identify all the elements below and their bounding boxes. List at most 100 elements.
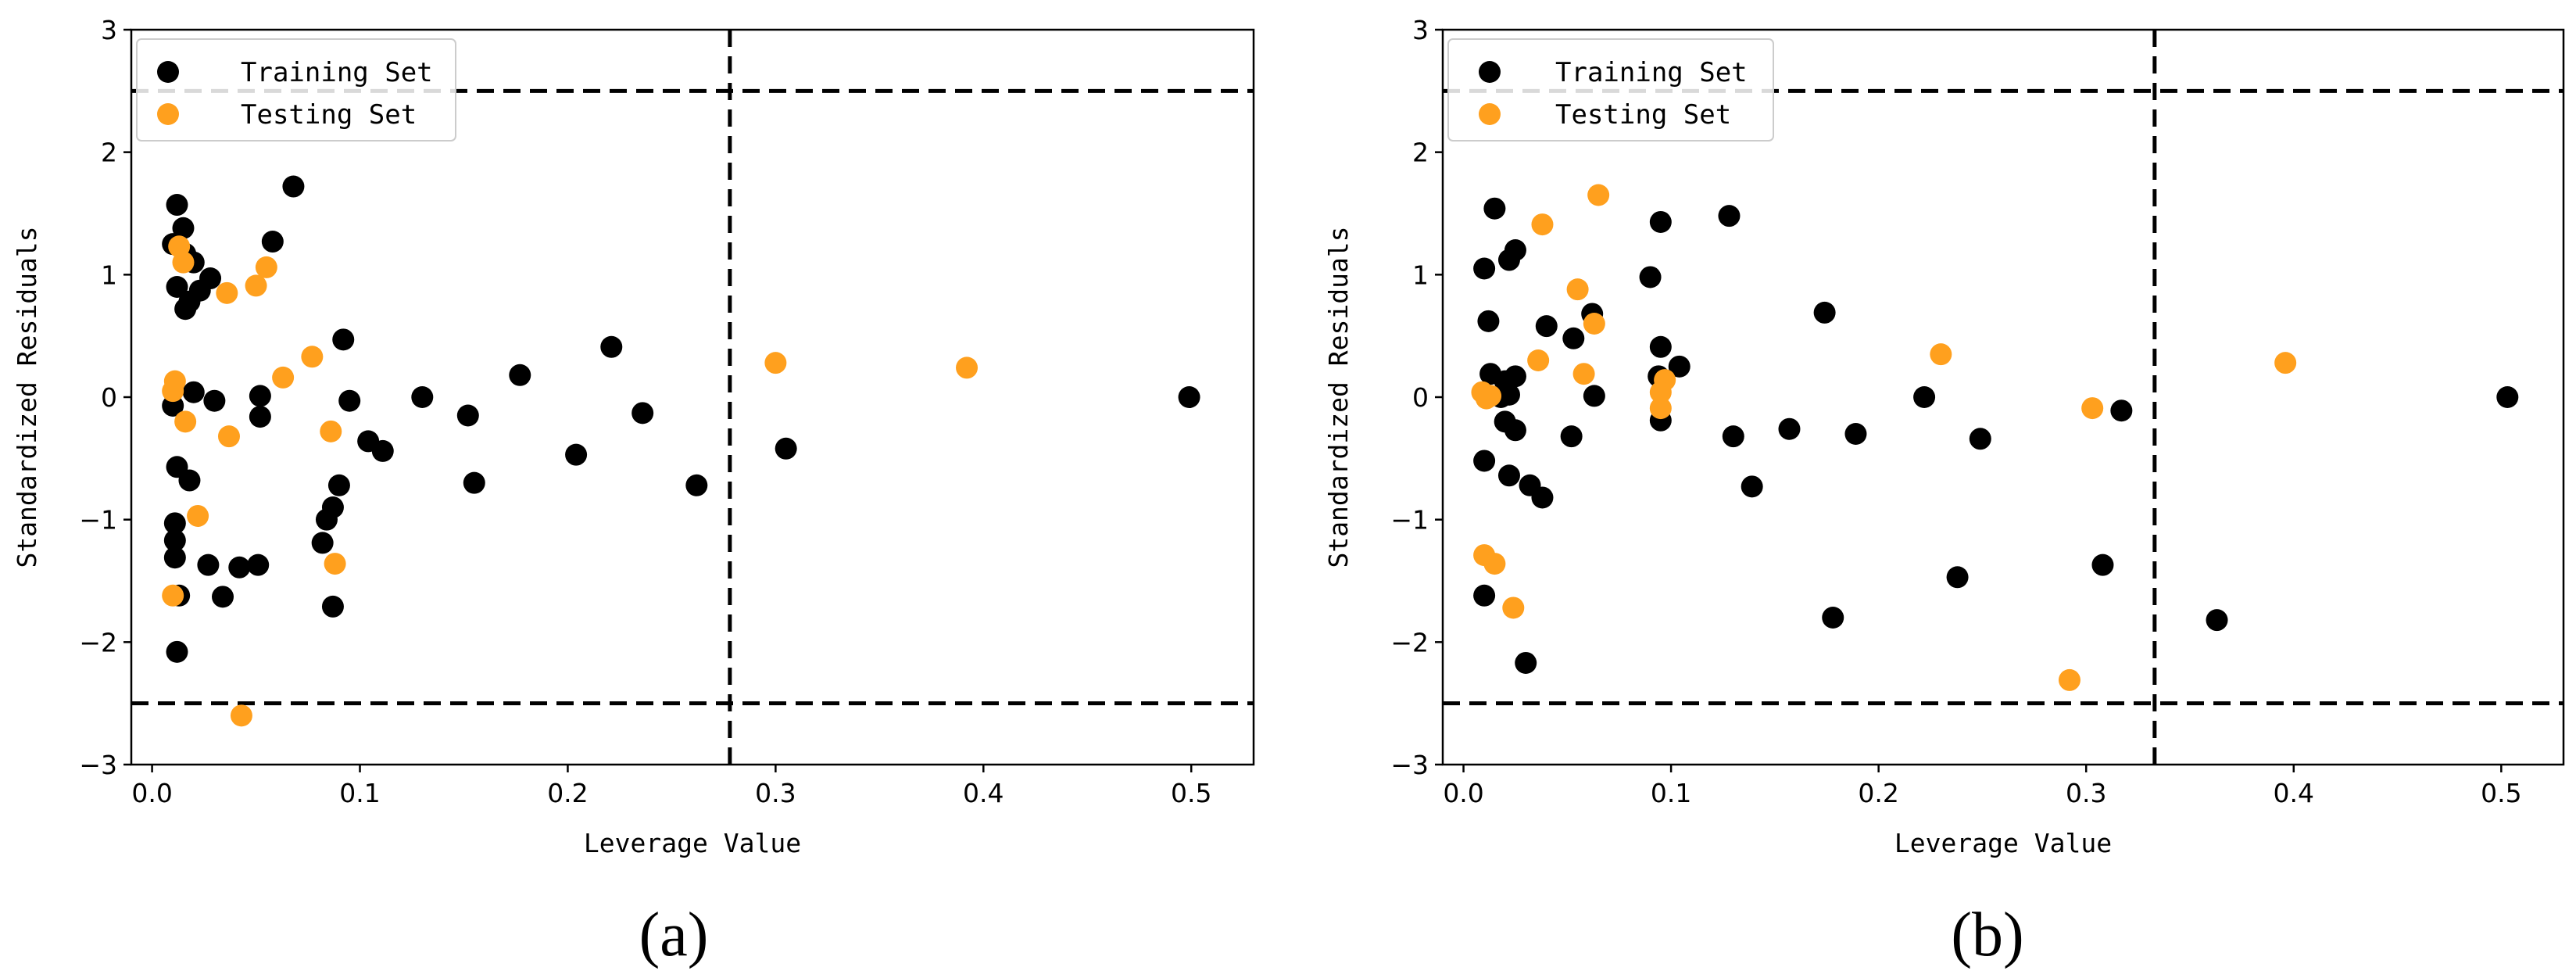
x-tick-label: 0.3 bbox=[2066, 778, 2106, 808]
legend-marker-training bbox=[1479, 61, 1501, 83]
y-tick-label: −2 bbox=[79, 627, 117, 657]
panel-a: 0.0 0.1 0.2 0.3 0.4 0.5 −3 −2 −1 0 1 2 3 Training Se… bbox=[12, 15, 1255, 969]
x-tick-label: 0.5 bbox=[2481, 778, 2521, 808]
training-point bbox=[1497, 464, 1520, 487]
data-points bbox=[162, 175, 1200, 727]
training-point bbox=[1649, 335, 1672, 358]
training-point bbox=[249, 406, 271, 428]
y-tick-label: −2 bbox=[1390, 627, 1429, 657]
x-axis-label: Leverage Value bbox=[584, 828, 801, 858]
training-point bbox=[338, 389, 361, 412]
testing-point bbox=[163, 370, 186, 392]
testing-point bbox=[230, 704, 252, 727]
training-point bbox=[509, 364, 531, 386]
training-point bbox=[1562, 327, 1585, 349]
testing-point bbox=[1587, 184, 1610, 206]
x-tick-label: 0.3 bbox=[755, 778, 796, 808]
x-tick-label: 0.0 bbox=[131, 778, 172, 808]
panel-caption: (a) bbox=[639, 901, 709, 969]
training-point bbox=[1583, 385, 1605, 407]
x-tick-label: 0.2 bbox=[547, 778, 588, 808]
y-tick-label: 2 bbox=[1412, 138, 1429, 168]
training-point bbox=[311, 532, 334, 554]
testing-point bbox=[1479, 385, 1502, 407]
training-point bbox=[166, 276, 188, 298]
testing-point bbox=[2081, 397, 2104, 420]
training-point bbox=[166, 194, 188, 217]
testing-point bbox=[255, 256, 277, 278]
testing-point bbox=[162, 584, 184, 607]
panel-caption: (b) bbox=[1951, 901, 2023, 969]
axis-ticks: 0.0 0.1 0.2 0.3 0.4 0.5 −3 −2 −1 0 1 2 3 bbox=[1390, 15, 2521, 808]
training-point bbox=[371, 439, 394, 462]
training-point bbox=[163, 512, 186, 535]
training-point bbox=[2496, 386, 2519, 408]
legend-marker-training bbox=[157, 61, 179, 83]
x-tick-label: 0.5 bbox=[1171, 778, 1211, 808]
x-tick-label: 0.4 bbox=[2274, 778, 2314, 808]
testing-point bbox=[956, 356, 979, 379]
panel-b: 0.0 0.1 0.2 0.3 0.4 0.5 −3 −2 −1 0 1 2 3 Training Se… bbox=[1323, 15, 2565, 969]
training-point bbox=[182, 381, 205, 403]
training-point bbox=[1560, 425, 1583, 448]
testing-point bbox=[174, 410, 197, 433]
training-point bbox=[463, 471, 485, 494]
training-point bbox=[203, 389, 226, 412]
testing-point bbox=[1572, 363, 1595, 385]
testing-point bbox=[1649, 397, 1672, 420]
y-tick-label: 1 bbox=[1412, 260, 1429, 290]
testing-point bbox=[272, 366, 295, 389]
training-point bbox=[411, 386, 434, 408]
training-point bbox=[1722, 425, 1744, 448]
plot-area bbox=[1441, 28, 2565, 766]
training-point bbox=[1515, 651, 1537, 674]
legend-box bbox=[1447, 38, 1774, 142]
training-point bbox=[1913, 386, 1936, 408]
legend-marker-testing bbox=[157, 103, 179, 125]
testing-point bbox=[1502, 596, 1525, 619]
training-point bbox=[163, 529, 186, 552]
training-point bbox=[282, 175, 305, 198]
testing-point bbox=[324, 553, 346, 575]
training-point bbox=[1969, 428, 1991, 450]
y-axis-label: Standardized Residuals bbox=[1323, 226, 1354, 568]
testing-point bbox=[1930, 343, 1952, 366]
testing-point bbox=[301, 346, 324, 368]
training-point bbox=[1718, 205, 1741, 227]
training-point bbox=[1504, 365, 1526, 388]
training-point bbox=[1473, 257, 1496, 280]
training-point bbox=[1649, 210, 1672, 233]
training-point bbox=[1844, 423, 1867, 445]
training-point bbox=[565, 443, 588, 466]
training-point bbox=[1946, 566, 1969, 589]
x-tick-label: 0.4 bbox=[963, 778, 1004, 808]
training-point bbox=[174, 298, 197, 321]
testing-point bbox=[1566, 278, 1589, 301]
training-point bbox=[321, 496, 344, 518]
training-point bbox=[1741, 475, 1763, 498]
training-point bbox=[685, 474, 708, 496]
training-point bbox=[166, 640, 188, 663]
axis-ticks: 0.0 0.1 0.2 0.3 0.4 0.5 −3 −2 −1 0 1 2 3 bbox=[79, 15, 1211, 808]
training-point bbox=[1813, 301, 1836, 324]
plot-area bbox=[130, 28, 1255, 766]
y-tick-label: 0 bbox=[1412, 382, 1429, 413]
y-tick-label: 3 bbox=[1412, 15, 1429, 45]
x-tick-label: 0.1 bbox=[1651, 778, 1691, 808]
training-point bbox=[228, 556, 251, 579]
legend-marker-testing bbox=[1479, 103, 1501, 125]
legend-label-testing: Testing Set bbox=[1555, 99, 1731, 131]
training-point bbox=[327, 474, 350, 496]
training-point bbox=[197, 553, 220, 576]
legend: Training Set Testing Set bbox=[1447, 38, 1774, 142]
testing-point bbox=[2274, 352, 2297, 374]
training-point bbox=[1822, 607, 1844, 629]
training-point bbox=[456, 404, 479, 427]
testing-point bbox=[1583, 313, 1605, 335]
training-point bbox=[212, 586, 234, 608]
legend-label-testing: Testing Set bbox=[241, 99, 417, 131]
training-point bbox=[775, 437, 797, 460]
training-point bbox=[1778, 417, 1801, 440]
y-tick-label: 3 bbox=[101, 15, 117, 45]
